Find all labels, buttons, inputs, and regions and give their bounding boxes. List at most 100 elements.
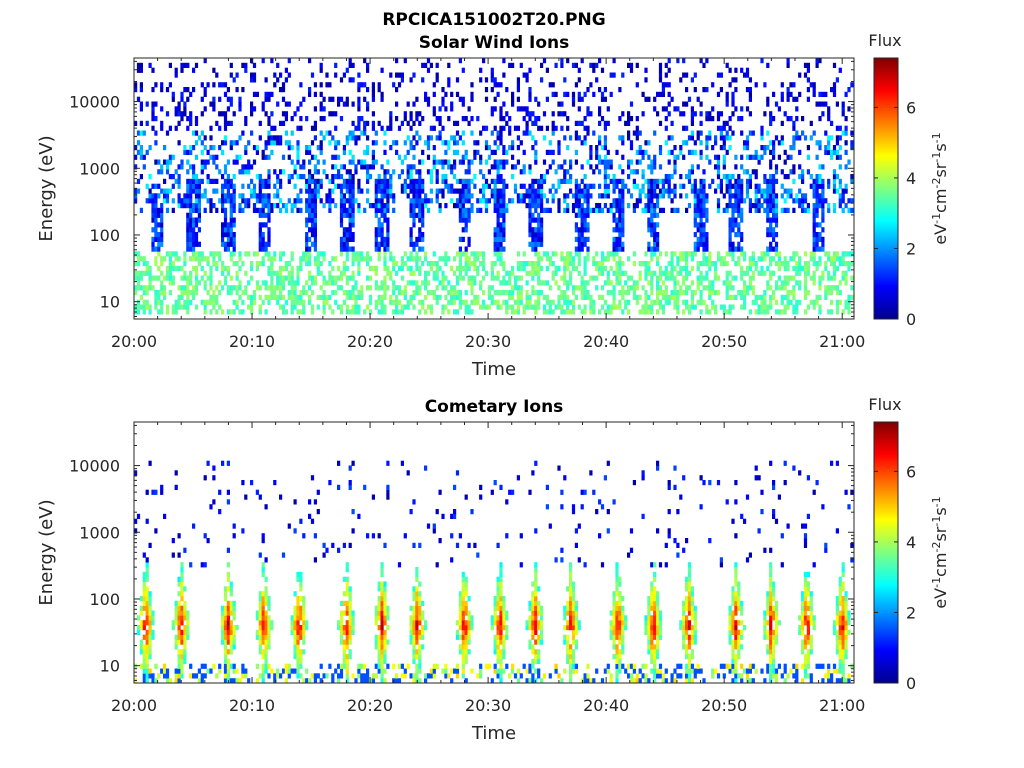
flux-cell (705, 232, 709, 238)
flux-cell (200, 275, 204, 281)
flux-cell (342, 149, 346, 155)
flux-cell (247, 183, 251, 189)
flux-cell (598, 270, 602, 276)
flux-cell (673, 183, 677, 189)
flux-cell (409, 236, 413, 242)
flux-cell (711, 299, 715, 305)
flux-cell (757, 304, 761, 310)
flux-cell (673, 193, 677, 199)
flux-cell (716, 207, 721, 213)
flux-cell (235, 140, 239, 146)
flux-cell (192, 87, 196, 93)
flux-cell (566, 58, 570, 64)
flux-cell (139, 207, 143, 213)
flux-cell (151, 629, 155, 635)
flux-cell (656, 183, 660, 189)
flux-cell (519, 261, 523, 267)
flux-cell (809, 275, 813, 281)
flux-cell (160, 222, 164, 228)
flux-cell (818, 198, 822, 204)
flux-cell (821, 227, 825, 233)
flux-cell (348, 169, 352, 175)
flux-cell (832, 183, 837, 189)
flux-cell (586, 125, 590, 131)
flux-cell (192, 673, 196, 679)
flux-cell (580, 96, 584, 102)
flux-cell (142, 634, 146, 640)
flux-cell (174, 251, 178, 257)
flux-cell (511, 62, 515, 68)
flux-cell (455, 275, 460, 281)
flux-cell (348, 159, 352, 165)
flux-cell (760, 251, 764, 257)
flux-cell (194, 280, 199, 286)
flux-cell (708, 251, 712, 257)
flux-cell (305, 236, 309, 242)
flux-cell (229, 101, 233, 107)
flux-cell (261, 222, 265, 228)
flux-cell (177, 265, 181, 271)
flux-cell (357, 178, 361, 184)
flux-cell (571, 101, 576, 107)
flux-cell (270, 58, 274, 64)
flux-cell (415, 285, 419, 291)
flux-cell (467, 193, 471, 199)
flux-cell (647, 294, 651, 300)
flux-cell (798, 280, 802, 286)
flux-cell (821, 91, 825, 97)
flux-cell (528, 241, 532, 247)
flux-cell (455, 130, 460, 136)
flux-cell (232, 523, 236, 529)
flux-cell (606, 120, 610, 126)
flux-cell (702, 232, 706, 238)
flux-cell (453, 256, 457, 262)
flux-cell (232, 644, 236, 650)
flux-cell (458, 256, 462, 262)
flux-cell (270, 207, 274, 213)
flux-cell (221, 149, 225, 155)
flux-cell (386, 188, 390, 194)
flux-cell (763, 290, 767, 296)
flux-cell (252, 106, 257, 112)
flux-cell (186, 304, 190, 310)
flux-cell (502, 116, 506, 122)
flux-cell (415, 241, 419, 247)
flux-cell (821, 101, 825, 107)
flux-cell (374, 183, 378, 189)
flux-cell (687, 169, 692, 175)
flux-cell (157, 294, 161, 300)
flux-cell (615, 183, 619, 189)
flux-cell (458, 193, 462, 199)
flux-cell (160, 87, 164, 93)
flux-cell (734, 246, 738, 252)
flux-cell (171, 251, 175, 257)
flux-cell (606, 164, 610, 170)
flux-cell (334, 275, 338, 281)
flux-cell (421, 178, 425, 184)
flux-cell (783, 265, 787, 271)
flux-cell (682, 309, 686, 315)
flux-cell (139, 270, 143, 276)
x-tick-label: 21:00 (819, 332, 865, 351)
flux-cell (803, 207, 808, 213)
flux-cell (223, 639, 228, 645)
flux-cell (374, 198, 378, 204)
flux-cell (493, 251, 497, 257)
flux-cell (696, 285, 700, 291)
flux-cell (189, 673, 193, 679)
flux-cell (209, 207, 213, 213)
flux-cell (151, 116, 155, 122)
flux-cell (226, 576, 230, 582)
flux-cell (177, 552, 181, 558)
flux-cell (229, 96, 233, 102)
flux-cell (774, 232, 779, 238)
flux-cell (389, 183, 393, 189)
flux-cell (658, 62, 663, 68)
flux-cell (551, 149, 555, 155)
flux-cell (192, 164, 196, 170)
flux-cell (827, 285, 831, 291)
y-axis-label: Energy (eV) (36, 135, 57, 241)
flux-cell (200, 663, 204, 669)
flux-cell (574, 236, 578, 242)
flux-cell (438, 120, 442, 126)
